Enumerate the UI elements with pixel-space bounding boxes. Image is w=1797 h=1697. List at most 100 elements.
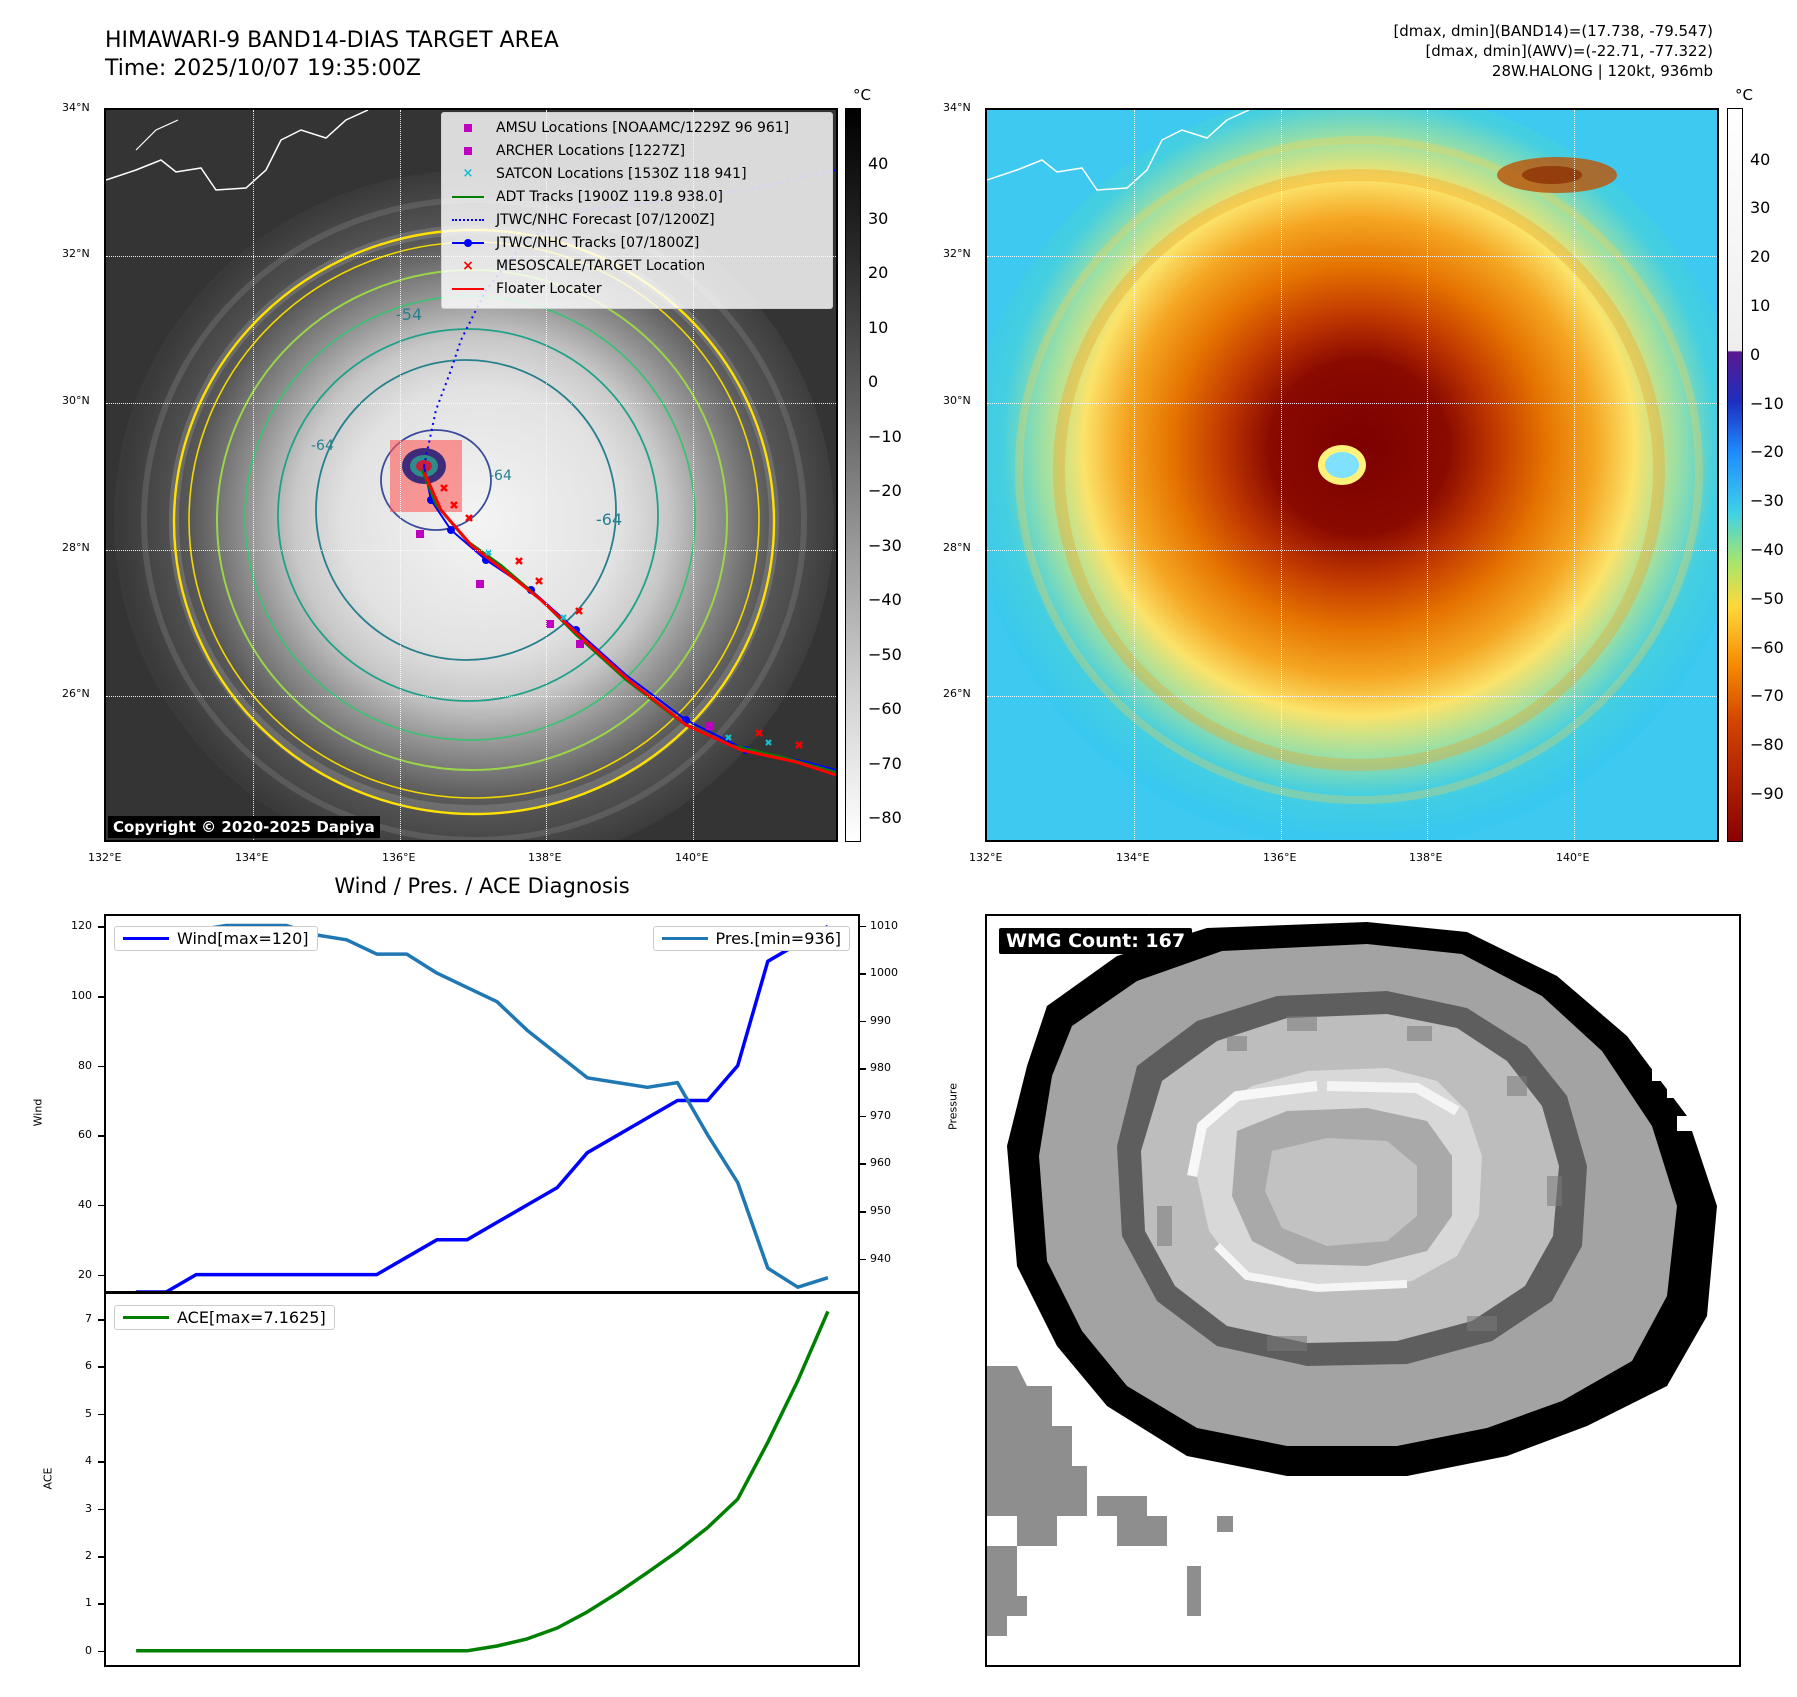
track-legend: AMSU Locations [NOAAMC/1229Z 96 961] ARC…: [441, 112, 833, 309]
lon-label: 136°E: [1263, 851, 1297, 864]
lat-label: 26°N: [62, 687, 90, 700]
map-title: HIMAWARI-9 BAND14-DIAS TARGET AREA: [105, 28, 559, 53]
ace-plot: [136, 1310, 830, 1653]
pressure-axis-tick-mark: [860, 1115, 866, 1118]
wind-axis-label: Wind: [31, 1098, 45, 1127]
contour-label: -64: [311, 438, 334, 454]
legend-adt: ADT Tracks [1900Z 119.8 938.0]: [450, 188, 723, 206]
copyright-badge: Copyright © 2020-2025 Dapiya: [108, 816, 380, 838]
ace-axis-tick-mark: [98, 1650, 104, 1653]
lon-label: 138°E: [1409, 851, 1443, 864]
legend-jtwc-forecast: JTWC/NHC Forecast [07/1200Z]: [450, 211, 715, 229]
wind-axis-tick-mark: [98, 1204, 104, 1207]
lon-label: 140°E: [675, 851, 709, 864]
pressure-axis-tick-mark: [860, 925, 866, 928]
pressure-axis-tick-mark: [860, 1211, 866, 1213]
wind-axis-tick-mark: [98, 926, 104, 928]
pres-legend-swatch: [661, 937, 708, 940]
wind-pres-chart: Wind[max=120] Pres.[min=936]: [104, 914, 860, 1294]
pressure-axis-tick: 950: [870, 1204, 891, 1218]
ace-axis-tick: 1: [85, 1596, 92, 1610]
ace-axis-tick-mark: [98, 1461, 104, 1463]
wind-axis-tick-mark: [98, 1274, 104, 1277]
ace-axis-tick-mark: [98, 1366, 104, 1368]
legend-jtwc-tracks: JTWC/NHC Tracks [07/1800Z]: [450, 234, 699, 252]
awv-colorbar: [1727, 108, 1743, 842]
awv-range: [dmax, dmin](AWV)=(-22.71, -77.322): [1425, 42, 1713, 60]
ace-series-line: [136, 1310, 830, 1653]
lat-label: 28°N: [62, 541, 90, 554]
legend-satcon: × SATCON Locations [1530Z 118 941]: [462, 166, 747, 182]
pressure-axis-tick: 1000: [870, 966, 898, 980]
lon-label: 140°E: [1556, 851, 1590, 864]
wmg-panel: WMG Count: 167: [985, 914, 1741, 1667]
wind-axis-tick-mark: [98, 1135, 104, 1137]
pressure-axis-tick: 940: [870, 1251, 891, 1265]
legend-archer: ARCHER Locations [1227Z]: [450, 142, 685, 160]
band14-range: [dmax, dmin](BAND14)=(17.738, -79.547): [1393, 22, 1713, 40]
pressure-axis-tick: 1010: [870, 918, 898, 932]
wind-series-line: [136, 924, 829, 1292]
contour-label: -54: [396, 305, 422, 324]
lat-label: 30°N: [943, 394, 971, 407]
lat-label: 26°N: [943, 687, 971, 700]
lat-label: 32°N: [62, 247, 90, 260]
lon-label: 132°E: [88, 851, 122, 864]
lon-label: 136°E: [382, 851, 416, 864]
map-time: Time: 2025/10/07 19:35:00Z: [105, 56, 421, 81]
pres-legend: Pres.[min=936]: [652, 926, 850, 951]
wind-axis-tick: 80: [78, 1058, 92, 1072]
ace-axis-tick: 5: [85, 1406, 92, 1420]
ace-axis-tick-mark: [98, 1508, 104, 1511]
wind-axis-tick-mark: [98, 996, 104, 998]
lat-label: 28°N: [943, 541, 971, 554]
wind-legend: Wind[max=120]: [114, 926, 318, 951]
pressure-axis-label: Pressure: [946, 1083, 960, 1130]
lat-label: 34°N: [62, 101, 90, 114]
ace-axis-tick: 4: [85, 1454, 92, 1468]
ace-legend-swatch: [123, 1316, 169, 1319]
wind-axis-tick-mark: [98, 1065, 104, 1068]
ace-legend: ACE[max=7.1625]: [114, 1305, 335, 1330]
lat-label: 34°N: [943, 101, 971, 114]
ace-axis-tick: 3: [85, 1501, 92, 1515]
wmg-imagery: [987, 922, 1717, 1636]
pressure-axis-tick-mark: [860, 1163, 866, 1165]
lon-label: 134°E: [235, 851, 269, 864]
legend-floater: Floater Locater: [450, 280, 602, 298]
contour-label: -64: [596, 510, 622, 529]
wmg-count-badge: WMG Count: 167: [999, 928, 1193, 954]
awv-colorbar-unit: °C: [1735, 86, 1753, 104]
wind-pres-plot: [136, 923, 829, 1292]
pressure-axis-tick-mark: [860, 1068, 866, 1070]
wind-axis-tick: 100: [71, 989, 92, 1003]
legend-amsu: AMSU Locations [NOAAMC/1229Z 96 961]: [450, 119, 789, 137]
wind-axis-tick: 20: [78, 1267, 92, 1281]
lon-label: 134°E: [1116, 851, 1150, 864]
awv-map-panel: [985, 108, 1719, 842]
ace-axis-tick-mark: [98, 1413, 104, 1416]
pressure-axis-tick-mark: [860, 1258, 866, 1261]
wind-axis-tick: 60: [78, 1128, 92, 1142]
lat-label: 32°N: [943, 247, 971, 260]
legend-mesoscale: × MESOSCALE/TARGET Location: [462, 258, 706, 274]
ace-axis-tick-mark: [98, 1603, 104, 1605]
ace-axis-tick: 6: [85, 1359, 92, 1373]
ir-colorbar: [845, 108, 861, 842]
contour-label: -64: [489, 468, 512, 484]
ace-axis-tick: 2: [85, 1549, 92, 1562]
ace-chart: ACE[max=7.1625]: [104, 1291, 860, 1667]
ir-map-panel: -54 -64 -64 -64: [104, 108, 838, 842]
pressure-axis-tick: 960: [870, 1156, 891, 1170]
pressure-axis-tick: 970: [870, 1108, 891, 1122]
awv-imagery: [987, 110, 1717, 840]
ace-axis-tick: 7: [85, 1312, 92, 1326]
lon-label: 138°E: [528, 851, 562, 864]
ace-axis-tick-mark: [98, 1319, 104, 1321]
ace-axis-tick-mark: [98, 1556, 104, 1558]
lon-label: 132°E: [969, 851, 1003, 864]
ace-axis-label: ACE: [41, 1467, 55, 1490]
diagnosis-title: Wind / Pres. / ACE Diagnosis: [334, 874, 630, 898]
wind-axis-tick: 40: [78, 1197, 92, 1211]
pressure-axis-tick: 990: [870, 1013, 891, 1027]
